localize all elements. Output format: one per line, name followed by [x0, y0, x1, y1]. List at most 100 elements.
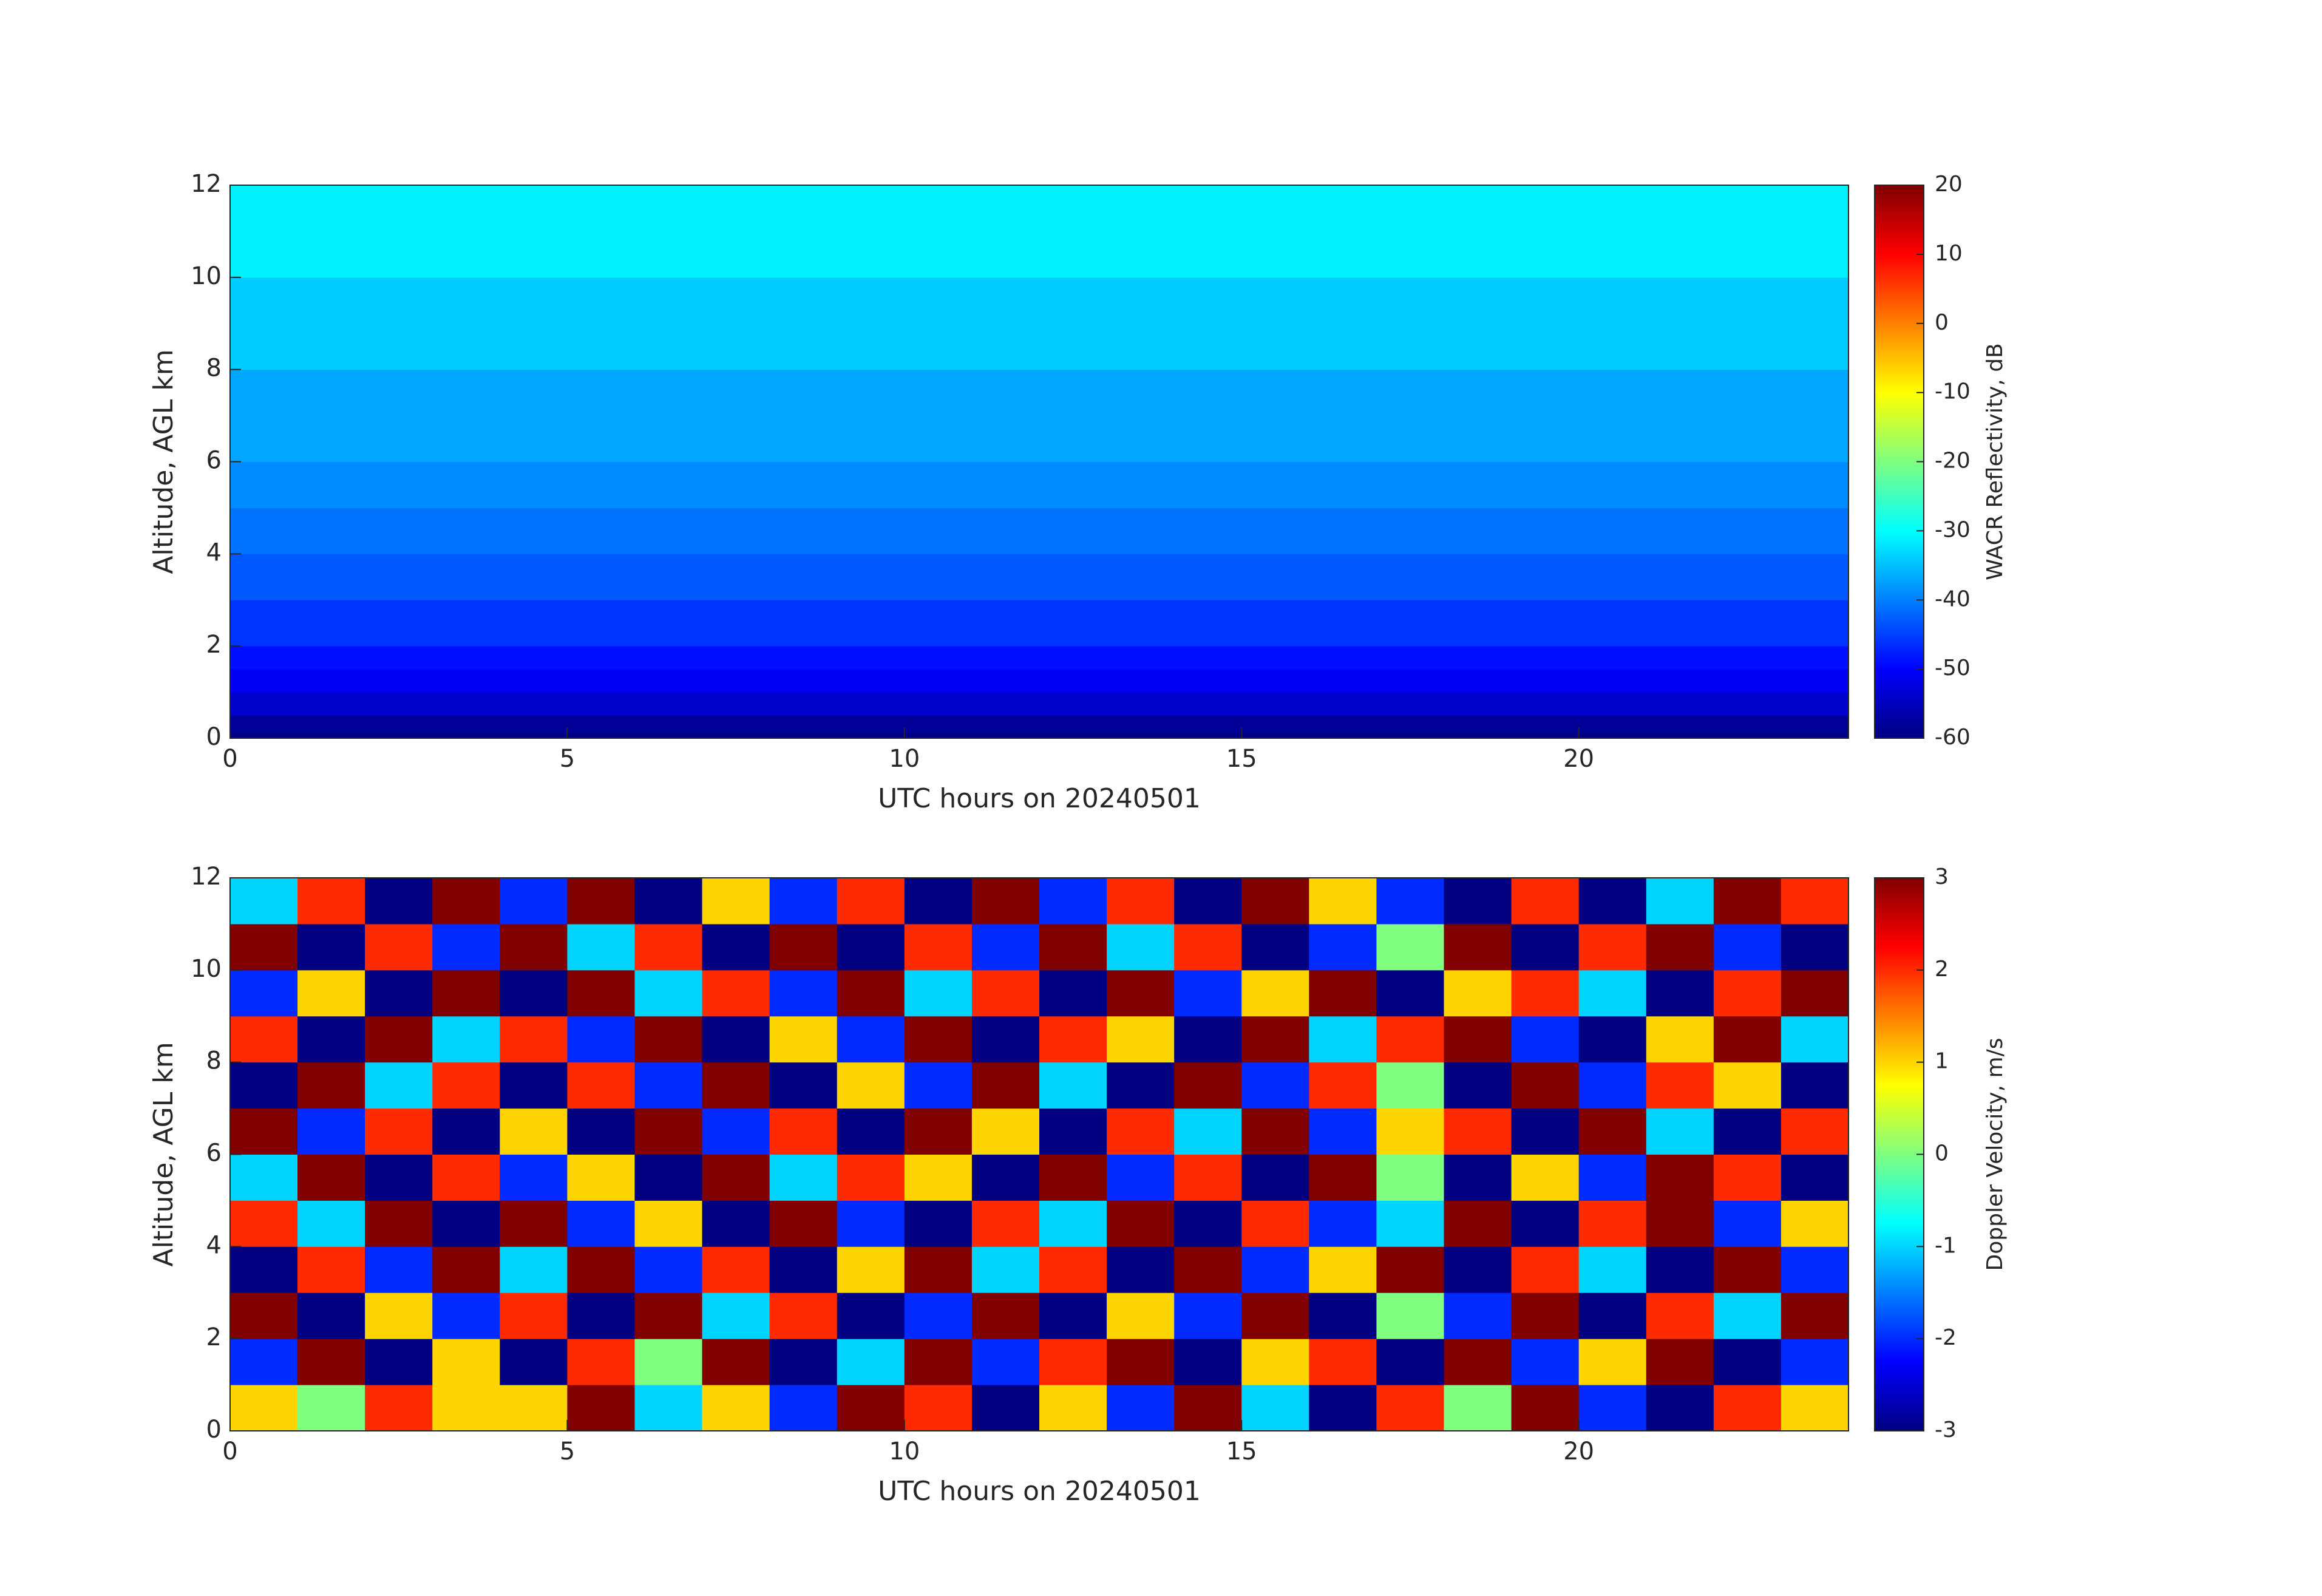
y-tick-label: 0: [206, 1416, 222, 1444]
heatmap-cell: [769, 1339, 838, 1385]
heatmap-cell: [230, 969, 298, 1017]
colorbar-tick-label: 3: [1935, 864, 1949, 889]
heatmap-cell: [1039, 878, 1107, 925]
heatmap-cell: [1039, 923, 1107, 971]
heatmap-cell: [1781, 923, 1849, 971]
heatmap-cell: [567, 1108, 635, 1155]
x-tick-label: 5: [560, 745, 575, 773]
heatmap-cell: [1578, 1154, 1647, 1201]
heatmap-cell: [500, 969, 568, 1017]
heatmap-cell: [1174, 923, 1242, 971]
heatmap-cell: [1444, 1385, 1512, 1431]
heatmap-cell: [230, 554, 1849, 600]
heatmap-cell: [567, 1246, 635, 1293]
heatmap-cell: [702, 1339, 770, 1385]
heatmap-cell: [365, 923, 433, 971]
heatmap-cell: [230, 692, 1849, 716]
heatmap-cell: [1309, 1292, 1377, 1339]
heatmap-cell: [1781, 1339, 1849, 1385]
x-tick-label: 15: [1226, 745, 1257, 773]
heatmap-cell: [365, 969, 433, 1017]
heatmap-cell: [432, 1154, 500, 1201]
heatmap-cell: [1646, 1062, 1714, 1109]
heatmap-cell: [1646, 1385, 1714, 1431]
heatmap-cell: [567, 1154, 635, 1201]
heatmap-cell: [1713, 1339, 1782, 1385]
heatmap-cell: [1107, 1154, 1175, 1201]
heatmap-cell: [230, 878, 298, 925]
heatmap-cell: [432, 1062, 500, 1109]
heatmap-cell: [1646, 1016, 1714, 1063]
y-tick-label: 8: [206, 1047, 222, 1075]
heatmap-cell: [1444, 878, 1512, 925]
colorbar-tick-label: -3: [1935, 1418, 1957, 1442]
heatmap-cell: [500, 1016, 568, 1063]
heatmap-cell: [1578, 878, 1647, 925]
heatmap-cell: [432, 1292, 500, 1339]
heatmap-cell: [837, 1016, 905, 1063]
heatmap-cell: [230, 1200, 298, 1247]
heatmap-cell: [1444, 969, 1512, 1017]
heatmap-cell: [1107, 1292, 1175, 1339]
heatmap-cell: [1309, 1016, 1377, 1063]
heatmap-cell: [1781, 1385, 1849, 1431]
heatmap-cell: [567, 1016, 635, 1063]
heatmap-cell: [297, 923, 365, 971]
colorbar-tick-label: -1: [1935, 1233, 1957, 1258]
heatmap-cell: [971, 923, 1040, 971]
heatmap-cell: [297, 969, 365, 1017]
heatmap-cell: [230, 1062, 298, 1109]
heatmap-cell: [837, 1339, 905, 1385]
heatmap-cell: [1107, 969, 1175, 1017]
heatmap-cell: [634, 1339, 703, 1385]
heatmap-cell: [297, 1292, 365, 1339]
heatmap-cell: [230, 1108, 298, 1155]
heatmap-cell: [769, 1154, 838, 1201]
heatmap-cell: [1174, 1339, 1242, 1385]
heatmap-cell: [1713, 878, 1782, 925]
heatmap-cell: [1039, 1154, 1107, 1201]
heatmap-cell: [769, 878, 838, 925]
heatmap-cell: [1241, 1246, 1309, 1293]
heatmap-cell: [1646, 923, 1714, 971]
heatmap-cell: [230, 508, 1849, 554]
heatmap-cell: [1241, 923, 1309, 971]
heatmap-cell: [1578, 1108, 1647, 1155]
heatmap-cell: [1646, 1339, 1714, 1385]
colorbar-label: Doppler Velocity, m/s: [1983, 1038, 2008, 1271]
heatmap-cell: [365, 1062, 433, 1109]
heatmap-cell: [1511, 1062, 1580, 1109]
heatmap-cell: [1376, 878, 1444, 925]
heatmap-cell: [1107, 1062, 1175, 1109]
heatmap: [230, 878, 1849, 1431]
x-axis-label: UTC hours on 20240501: [878, 1476, 1201, 1507]
heatmap-cell: [1309, 1246, 1377, 1293]
heatmap-cell: [1241, 1062, 1309, 1109]
heatmap-cell: [1511, 969, 1580, 1017]
heatmap-cell: [971, 1108, 1040, 1155]
heatmap-cell: [432, 969, 500, 1017]
heatmap-cell: [1376, 1246, 1444, 1293]
heatmap-cell: [1511, 923, 1580, 971]
heatmap-cell: [500, 1154, 568, 1201]
heatmap-cell: [837, 1154, 905, 1201]
heatmap-cell: [1578, 1016, 1647, 1063]
heatmap-cell: [1107, 1339, 1175, 1385]
heatmap-cell: [1309, 1339, 1377, 1385]
heatmap-cell: [432, 878, 500, 925]
heatmap-cell: [702, 1246, 770, 1293]
y-tick-label: 8: [206, 355, 222, 382]
heatmap-cell: [230, 369, 1849, 462]
heatmap-cell: [971, 1385, 1040, 1431]
heatmap-cell: [971, 1246, 1040, 1293]
heatmap-cell: [1444, 1016, 1512, 1063]
heatmap-cell: [1444, 1062, 1512, 1109]
heatmap-cell: [1578, 969, 1647, 1017]
heatmap-cell: [904, 1200, 973, 1247]
heatmap-cell: [971, 878, 1040, 925]
heatmap-cell: [567, 1292, 635, 1339]
colorbar-tick-label: 2: [1935, 957, 1949, 982]
heatmap-cell: [297, 1016, 365, 1063]
colorbar-tick-label: -2: [1935, 1325, 1957, 1350]
x-tick-label: 10: [889, 745, 920, 773]
